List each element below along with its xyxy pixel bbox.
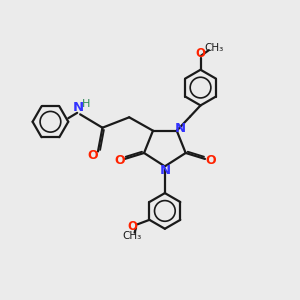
Text: H: H [82,99,90,109]
Text: N: N [73,101,84,114]
Text: O: O [127,220,137,233]
Text: O: O [196,47,206,61]
Text: O: O [87,149,98,162]
Text: N: N [160,164,171,177]
Text: N: N [175,122,186,135]
Text: CH₃: CH₃ [123,231,142,241]
Text: O: O [114,154,125,167]
Text: CH₃: CH₃ [204,43,224,53]
Text: O: O [205,154,216,167]
